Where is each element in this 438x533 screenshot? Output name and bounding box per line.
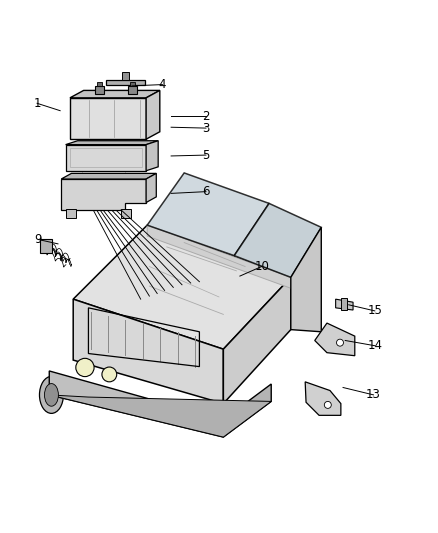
Polygon shape xyxy=(146,91,160,139)
Polygon shape xyxy=(49,395,271,437)
Polygon shape xyxy=(73,225,291,349)
Text: 9: 9 xyxy=(35,233,42,246)
Text: 15: 15 xyxy=(367,304,382,317)
Polygon shape xyxy=(146,173,156,203)
Polygon shape xyxy=(147,173,269,256)
Bar xyxy=(66,209,77,218)
Text: 2: 2 xyxy=(202,110,210,123)
Bar xyxy=(122,72,129,80)
Bar xyxy=(128,86,137,94)
Text: 13: 13 xyxy=(366,389,381,401)
FancyBboxPatch shape xyxy=(70,98,146,139)
Polygon shape xyxy=(223,384,271,437)
Text: 6: 6 xyxy=(202,185,210,198)
Bar xyxy=(40,239,52,253)
Polygon shape xyxy=(291,228,321,332)
Bar xyxy=(130,82,135,86)
Text: 4: 4 xyxy=(159,78,166,91)
Ellipse shape xyxy=(76,358,94,377)
Text: 5: 5 xyxy=(202,149,210,161)
Polygon shape xyxy=(70,91,160,98)
Text: 10: 10 xyxy=(254,260,269,273)
Bar xyxy=(341,298,347,310)
Bar xyxy=(95,86,104,94)
Polygon shape xyxy=(305,382,341,415)
Bar xyxy=(97,82,102,86)
Polygon shape xyxy=(61,173,156,179)
Ellipse shape xyxy=(45,384,58,406)
Bar xyxy=(120,209,131,218)
Ellipse shape xyxy=(324,401,331,408)
Text: 14: 14 xyxy=(367,339,382,352)
Ellipse shape xyxy=(102,367,117,382)
Polygon shape xyxy=(49,371,223,437)
Ellipse shape xyxy=(336,339,343,346)
Polygon shape xyxy=(336,299,353,310)
Bar xyxy=(70,148,142,167)
Text: 3: 3 xyxy=(202,122,210,135)
Ellipse shape xyxy=(39,376,64,414)
Polygon shape xyxy=(66,141,158,144)
Polygon shape xyxy=(146,141,158,171)
Polygon shape xyxy=(234,204,321,277)
Text: 1: 1 xyxy=(33,97,41,110)
Polygon shape xyxy=(147,225,291,288)
Polygon shape xyxy=(73,299,223,403)
Polygon shape xyxy=(315,323,355,356)
Polygon shape xyxy=(61,179,146,211)
Polygon shape xyxy=(223,277,291,403)
FancyBboxPatch shape xyxy=(66,144,146,171)
Bar xyxy=(106,80,145,85)
